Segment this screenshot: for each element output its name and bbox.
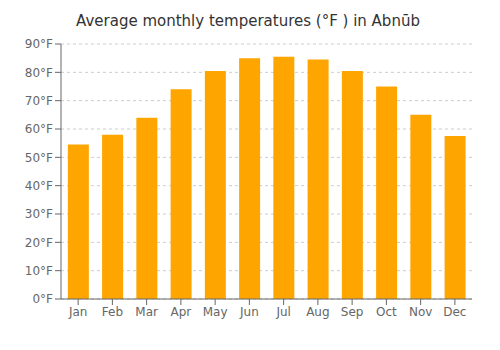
svg-text:50°F: 50°F: [25, 151, 53, 165]
html-text:Average monthly temperatures (: Average monthly temperatures (°F ) in Ab…: [76, 12, 420, 30]
svg-text:20°F: 20°F: [25, 236, 53, 250]
svg-text:Jun: Jun: [239, 305, 259, 319]
svg-text:40°F: 40°F: [25, 179, 53, 193]
svg-text:Jul: Jul: [275, 305, 290, 319]
svg-text:May: May: [203, 305, 228, 319]
svg-text:Sep: Sep: [341, 305, 364, 319]
svg-text:60°F: 60°F: [25, 122, 53, 136]
svg-text:Jan: Jan: [68, 305, 88, 319]
svg-text:90°F: 90°F: [25, 37, 53, 51]
svg-text:10°F: 10°F: [25, 264, 53, 278]
svg-text:30°F: 30°F: [25, 207, 53, 221]
svg-text:0°F: 0°F: [32, 292, 53, 306]
svg-text:Mar: Mar: [135, 305, 158, 319]
svg-text:70°F: 70°F: [25, 94, 53, 108]
svg-text:Nov: Nov: [409, 305, 432, 319]
svg-text:Feb: Feb: [102, 305, 123, 319]
svg-text:80°F: 80°F: [25, 66, 53, 80]
svg-text:Aug: Aug: [306, 305, 329, 319]
svg-text:Oct: Oct: [376, 305, 397, 319]
svg-text:Apr: Apr: [170, 305, 191, 319]
svg-text:Dec: Dec: [443, 305, 466, 319]
